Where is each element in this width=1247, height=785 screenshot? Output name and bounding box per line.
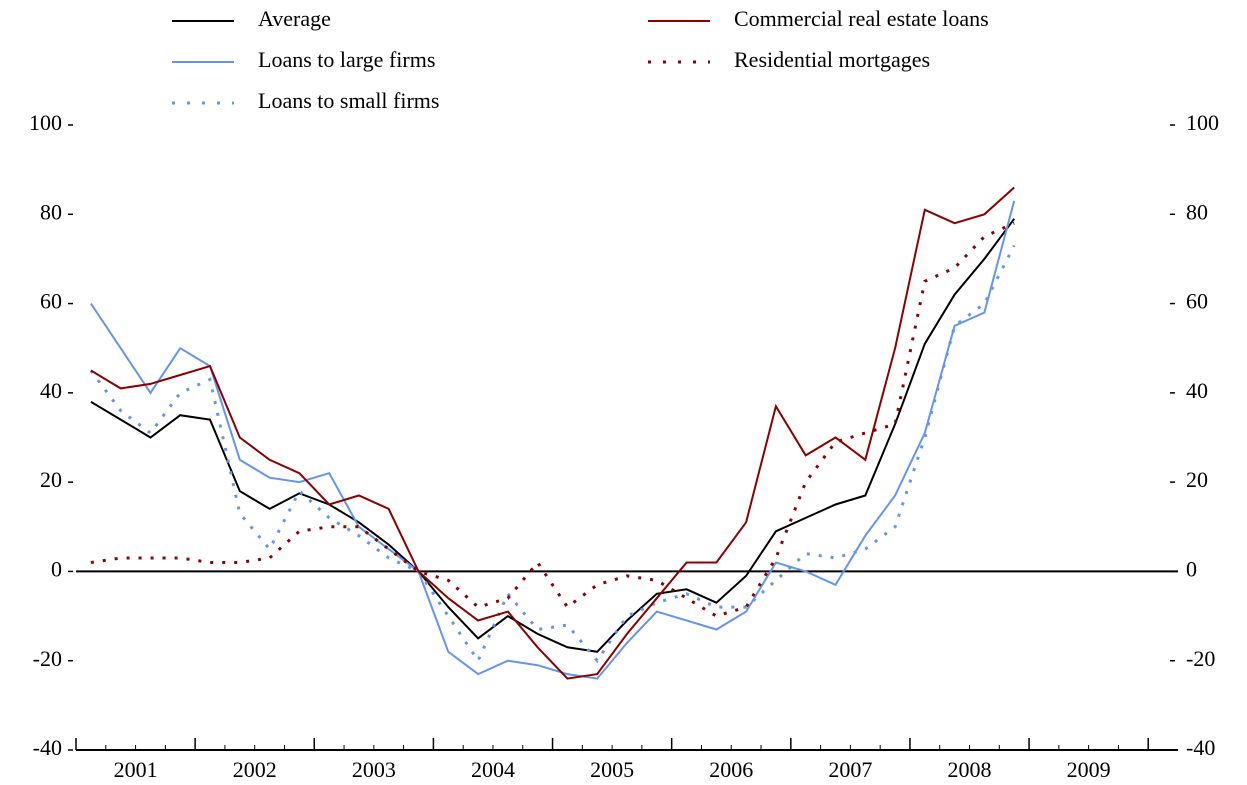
y-tick-label: 100: [29, 110, 62, 135]
legend-label: Loans to small firms: [258, 88, 439, 113]
y-tick-label: 40: [40, 378, 62, 403]
x-tick-label: 2006: [709, 757, 753, 782]
x-tick-label: 2008: [948, 757, 992, 782]
y2-tick-label: 40: [1186, 378, 1208, 403]
y2-tick-label: -20: [1186, 646, 1215, 671]
series-line: [89, 244, 1016, 664]
y2-tick-label: 80: [1186, 199, 1208, 224]
x-tick-label: 2009: [1067, 757, 1111, 782]
y-tick-label: 80: [40, 199, 62, 224]
legend-label: Loans to large firms: [258, 47, 435, 72]
y2-tick-label: 100: [1186, 110, 1219, 135]
x-tick-label: 2001: [114, 757, 158, 782]
y2-tick-label: 0: [1186, 556, 1197, 581]
legend-label: Residential mortgages: [734, 47, 930, 72]
x-tick-label: 2004: [471, 757, 515, 782]
series-line: [90, 221, 1015, 618]
y-tick-label: 0: [51, 556, 62, 581]
y-tick-label: 20: [40, 467, 62, 492]
series-line: [90, 200, 1016, 680]
series-line: [90, 186, 1015, 680]
y-tick-label: 60: [40, 289, 62, 314]
x-tick-label: 2003: [352, 757, 396, 782]
x-tick-label: 2005: [590, 757, 634, 782]
y2-tick-label: -40: [1186, 735, 1215, 760]
x-tick-label: 2007: [828, 757, 872, 782]
y2-tick-label: 20: [1186, 467, 1208, 492]
legend-label: Commercial real estate loans: [734, 6, 989, 31]
y2-tick-label: 60: [1186, 289, 1208, 314]
legend-label: Average: [258, 6, 331, 31]
y-tick-label: -20: [33, 646, 62, 671]
y-tick-label: -40: [33, 735, 62, 760]
series-line: [90, 218, 1016, 653]
x-tick-label: 2002: [233, 757, 277, 782]
